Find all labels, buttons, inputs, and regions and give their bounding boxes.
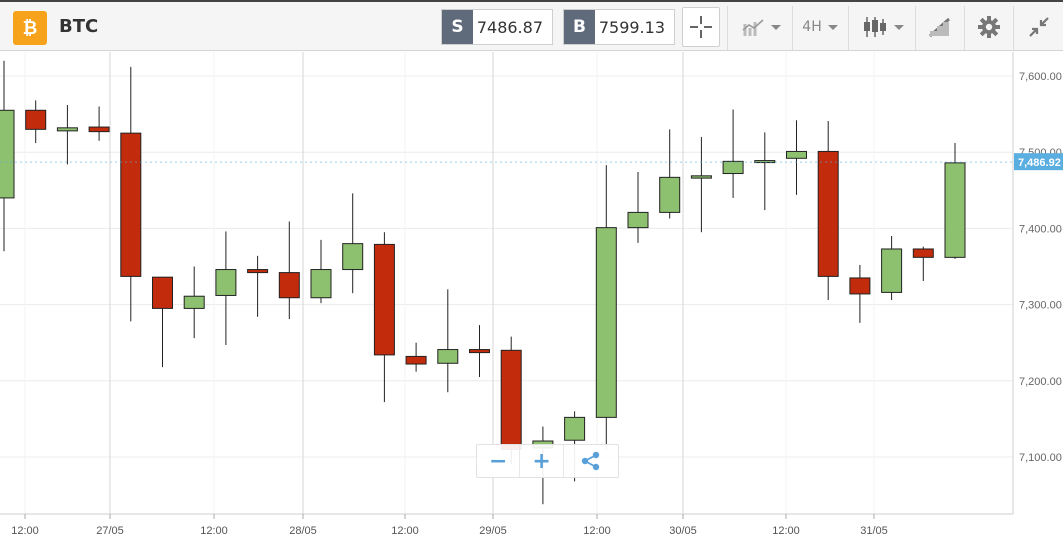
candle-body	[912, 248, 934, 258]
candle-body	[627, 211, 649, 229]
sell-tag: S	[442, 10, 473, 44]
y-tick-label: 7,400.00	[1019, 223, 1062, 235]
candle-body	[564, 416, 586, 441]
current-price-marker	[1014, 153, 1063, 171]
y-tick-label: 7,200.00	[1019, 376, 1062, 388]
candle-body	[722, 160, 744, 175]
drawing-tools-button[interactable]	[922, 7, 958, 47]
candle-body	[215, 269, 237, 296]
candlestick-icon	[864, 17, 886, 37]
candle-body	[944, 162, 966, 258]
candlestick-chart[interactable]: 7,600.007,500.007,400.007,300.007,200.00…	[0, 52, 1063, 547]
candle-body	[881, 248, 903, 293]
share-button[interactable]	[564, 445, 618, 477]
candle-body	[786, 150, 807, 159]
candle-body	[500, 349, 522, 450]
candle-body	[817, 150, 839, 277]
settings-button[interactable]	[972, 7, 1006, 47]
chart-type-icon	[742, 19, 764, 36]
sell-price: 7486.87	[476, 17, 543, 37]
candle-body	[152, 276, 173, 309]
candle-body	[469, 349, 490, 354]
svg-text:₿: ₿	[23, 18, 38, 38]
share-icon	[581, 451, 600, 471]
x-tick-label: 28/05	[289, 525, 317, 537]
candle-body	[25, 109, 47, 130]
candle-body	[88, 126, 110, 133]
candle-body	[659, 176, 681, 213]
x-tick-label: 31/05	[860, 525, 888, 537]
buy-tag: B	[564, 10, 595, 44]
candle-body	[278, 272, 300, 299]
sell-price-button[interactable]: S 7486.87	[441, 9, 553, 45]
y-tick-label: 7,600.00	[1019, 71, 1062, 83]
candle-body	[247, 269, 269, 274]
zoom-out-button[interactable]: −	[477, 445, 521, 477]
x-tick-label: 12:00	[11, 525, 39, 537]
candle-body	[405, 355, 427, 365]
x-tick-label: 12:00	[583, 525, 611, 537]
candle-body	[342, 243, 364, 271]
timeframe-label: 4H	[802, 19, 822, 35]
drawing-tools-icon	[928, 17, 951, 38]
x-tick-label: 12:00	[391, 525, 419, 537]
gear-icon	[978, 16, 1000, 38]
candle-body	[183, 295, 205, 309]
y-tick-label: 7,300.00	[1019, 300, 1062, 312]
candle-body	[437, 349, 459, 364]
candle-body	[849, 277, 871, 295]
candle-body	[373, 243, 395, 356]
x-tick-label: 30/05	[669, 525, 697, 537]
chart-toolbar: ₿ BTC S 7486.87 B 7599.13 4H	[0, 0, 1063, 51]
zoom-in-button[interactable]: +	[520, 445, 564, 477]
candle-body	[120, 132, 142, 277]
zoom-controls: − +	[476, 444, 619, 478]
buy-price: 7599.13	[598, 17, 665, 37]
collapse-icon	[1029, 17, 1049, 37]
x-tick-label: 29/05	[479, 525, 507, 537]
collapse-button[interactable]	[1020, 7, 1058, 47]
candle-body	[310, 269, 332, 299]
candle-body	[595, 227, 617, 418]
asset-symbol: BTC	[59, 16, 99, 37]
chart-type-button[interactable]	[736, 7, 786, 47]
x-tick-label: 27/05	[96, 525, 124, 537]
x-tick-label: 12:00	[200, 525, 228, 537]
bitcoin-icon: ₿	[13, 11, 47, 45]
candle-body	[754, 160, 776, 164]
candle-style-button[interactable]	[858, 7, 908, 47]
crosshair-icon	[690, 16, 712, 38]
buy-price-button[interactable]: B 7599.13	[563, 9, 675, 45]
candle-body	[690, 175, 712, 179]
timeframe-select[interactable]: 4H	[800, 7, 840, 47]
candle-body	[56, 127, 78, 132]
candle-body	[0, 109, 15, 199]
y-tick-label: 7,100.00	[1019, 452, 1062, 464]
crosshair-button[interactable]	[682, 7, 720, 47]
x-tick-label: 12:00	[772, 525, 800, 537]
price-chart[interactable]: 7,600.007,500.007,400.007,300.007,200.00…	[0, 52, 1063, 547]
current-price-label: 7,486.92	[1018, 157, 1061, 169]
